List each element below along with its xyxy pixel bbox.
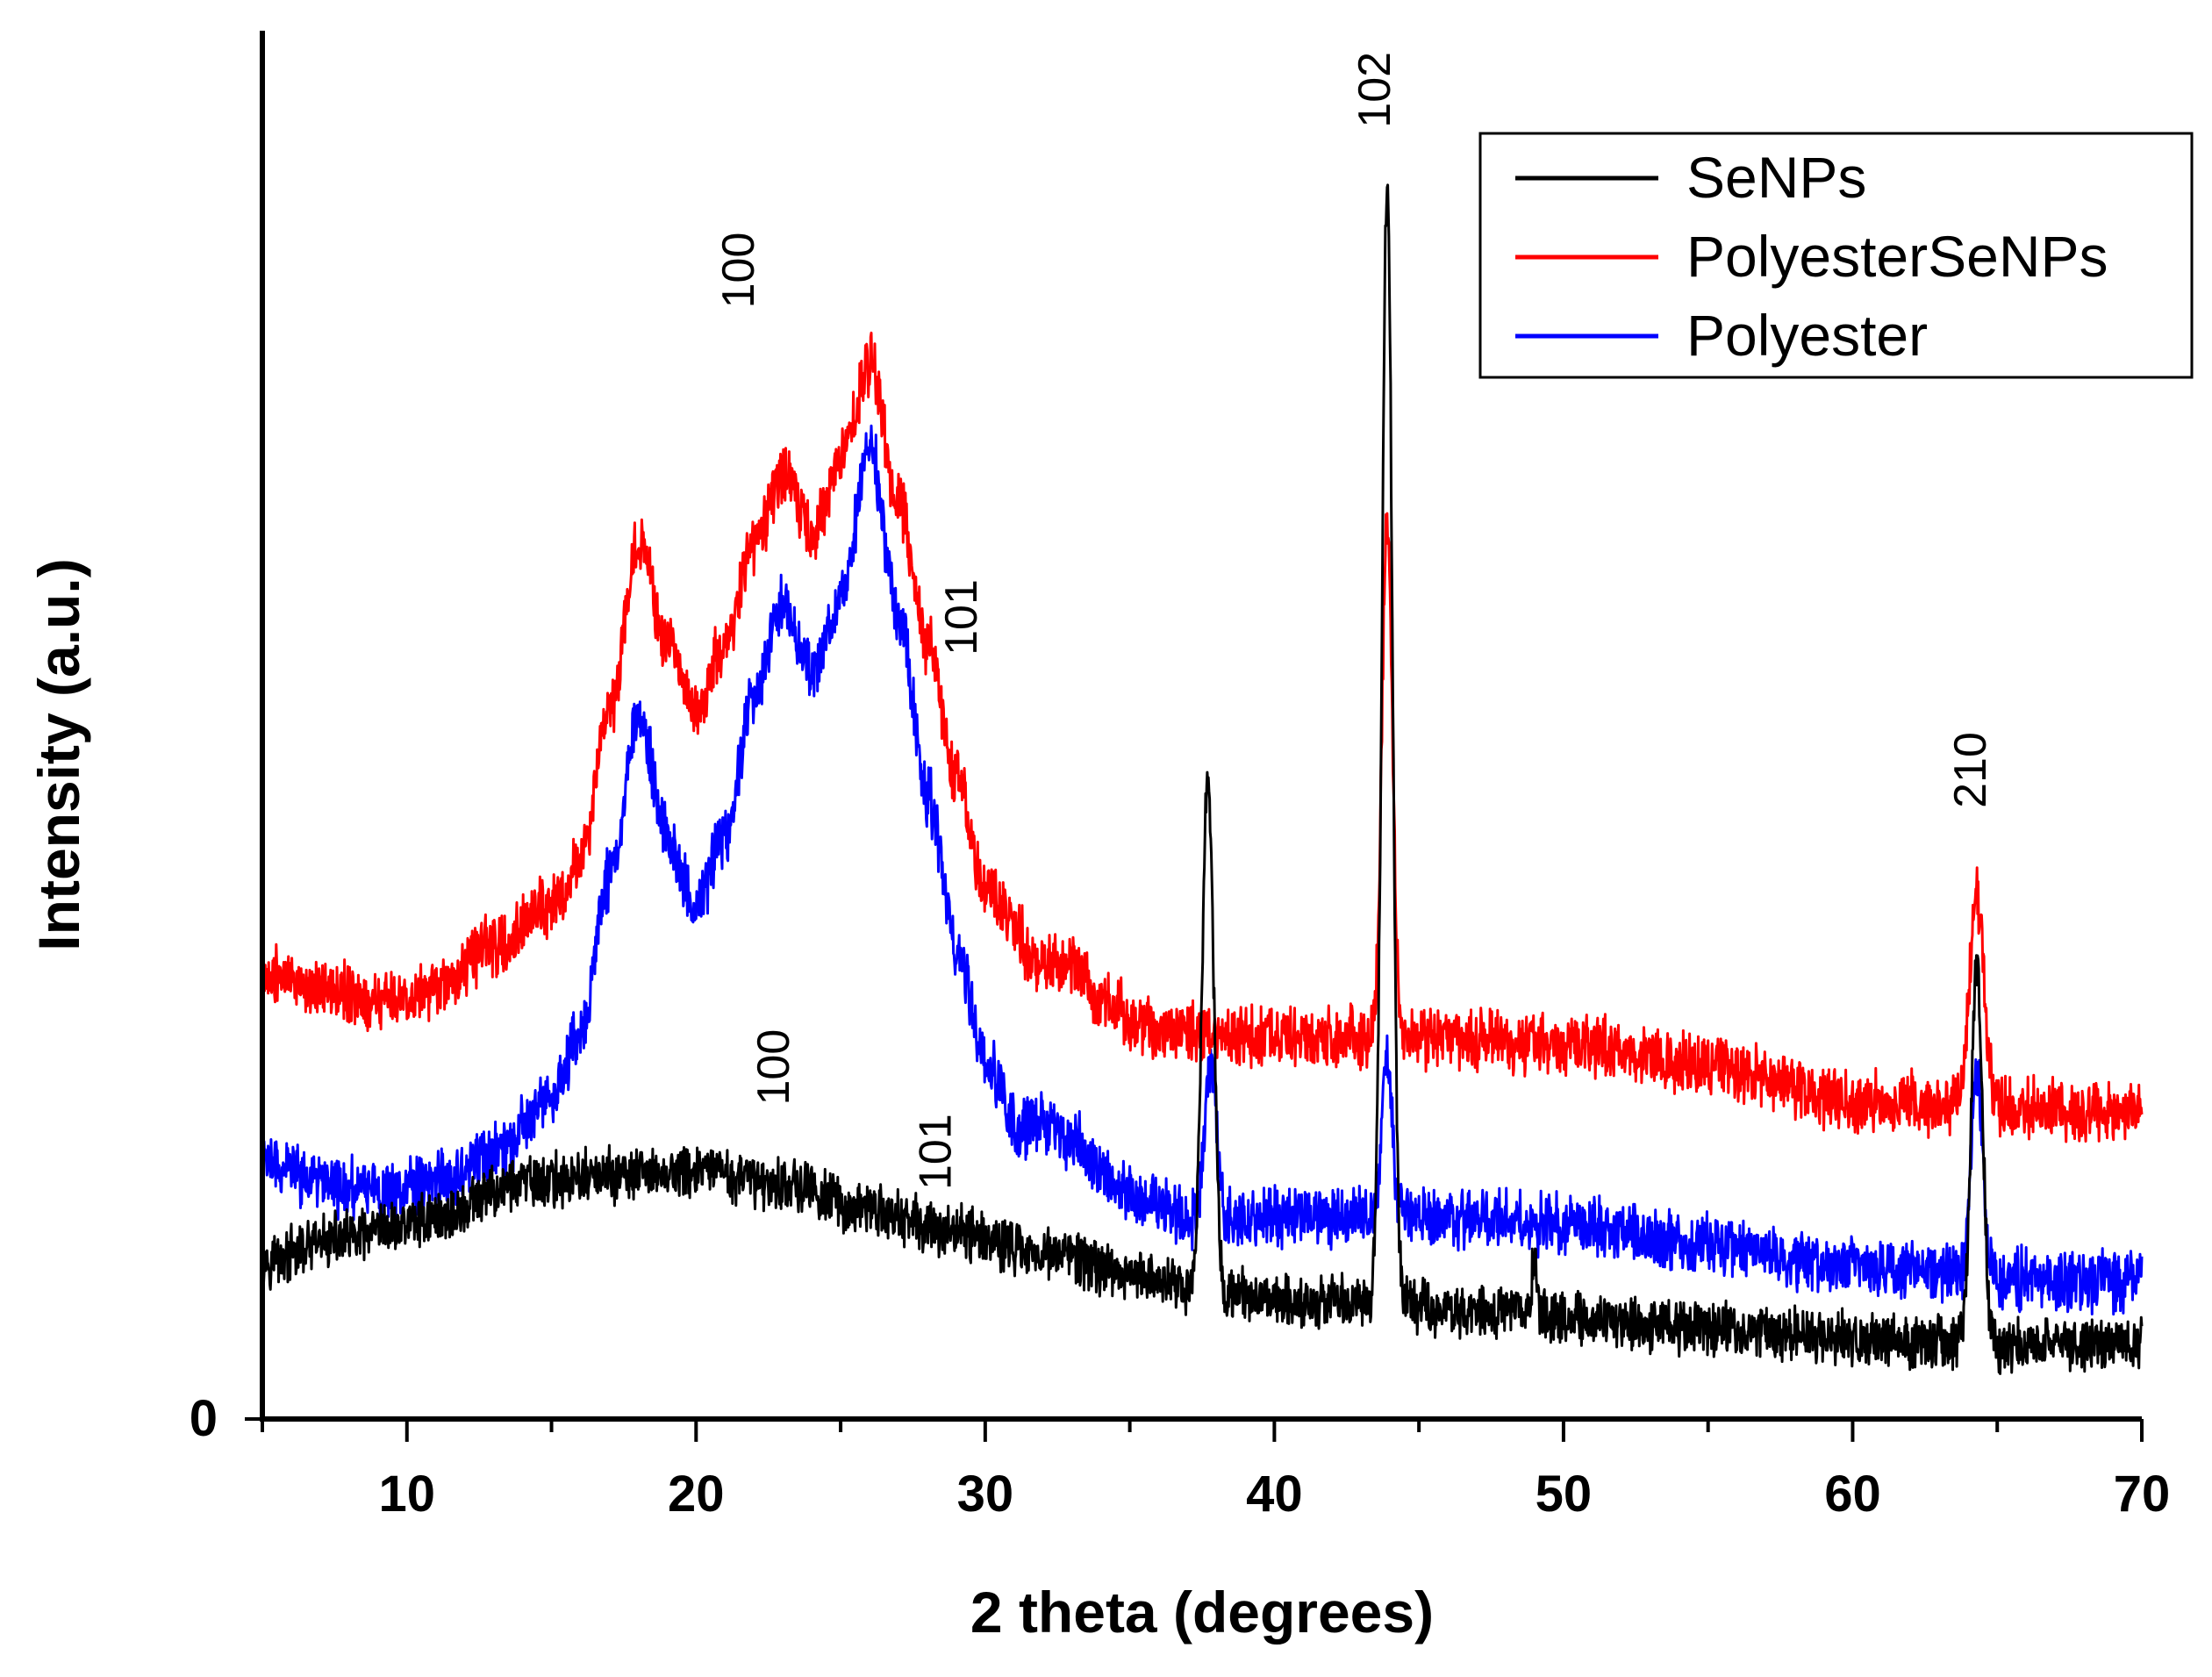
y-tick-label-0: 0: [190, 1390, 218, 1447]
series-line-polyester: [261, 424, 2144, 1316]
x-tick-label-50: 50: [1536, 1466, 1593, 1523]
legend-label-senps: SeNPs: [1686, 145, 1866, 210]
series-layer: [261, 183, 2144, 1375]
legend-label-polyester: Polyester: [1686, 303, 1928, 368]
x-tick-label-60: 60: [1824, 1466, 1881, 1523]
x-axis-title: 2 theta (degrees): [970, 1580, 1434, 1645]
x-tick-label-20: 20: [668, 1466, 725, 1523]
legend-label-polyestersenps: PolyesterSeNPs: [1686, 224, 2108, 289]
legend: SeNPs PolyesterSeNPs Polyester: [1478, 132, 2194, 379]
peak-label-102-2: 102: [1349, 52, 1400, 128]
x-tick-label-30: 30: [957, 1466, 1014, 1523]
peak-label-101-1: 101: [936, 579, 987, 656]
y-axis-title: Intensity (a.u.): [26, 558, 91, 950]
x-tick-label-40: 40: [1246, 1466, 1303, 1523]
peak-label-101-5: 101: [910, 1114, 961, 1190]
peak-annotations: 100 101 102 210 100 101: [713, 52, 1996, 1190]
x-ticks: [245, 1417, 2144, 1442]
series-line-senps: [261, 183, 2144, 1375]
peak-label-100-0: 100: [713, 233, 764, 309]
series-line-polyestersenps: [261, 331, 2144, 1143]
x-tick-labels: 10 20 30 40 50 60 70: [379, 1466, 2171, 1523]
peak-label-100-4: 100: [748, 1029, 799, 1106]
x-tick-label-10: 10: [379, 1466, 436, 1523]
peak-label-210-3: 210: [1945, 732, 1996, 808]
x-tick-label-70: 70: [2114, 1466, 2171, 1523]
